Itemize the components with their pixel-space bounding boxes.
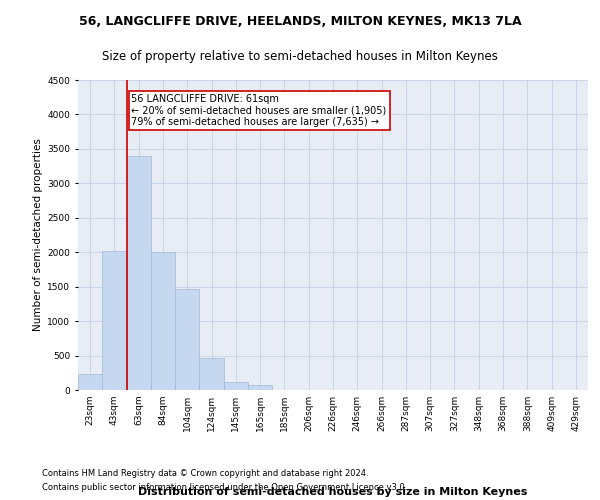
Bar (102, 251, 127, 390)
Bar (224, 382, 248, 390)
Y-axis label: Number of semi-detached properties: Number of semi-detached properties (33, 138, 43, 332)
Bar (175, 290, 199, 390)
Bar (199, 358, 224, 390)
Bar (127, 156, 151, 390)
Bar (248, 385, 272, 390)
Text: 56, LANGCLIFFE DRIVE, HEELANDS, MILTON KEYNES, MK13 7LA: 56, LANGCLIFFE DRIVE, HEELANDS, MILTON K… (79, 15, 521, 28)
X-axis label: Distribution of semi-detached houses by size in Milton Keynes: Distribution of semi-detached houses by … (139, 487, 527, 497)
Text: Contains HM Land Registry data © Crown copyright and database right 2024.: Contains HM Land Registry data © Crown c… (42, 468, 368, 477)
Bar (151, 252, 175, 390)
Bar (78, 374, 102, 390)
Text: Contains public sector information licensed under the Open Government Licence v3: Contains public sector information licen… (42, 484, 407, 492)
Text: 56 LANGCLIFFE DRIVE: 61sqm
← 20% of semi-detached houses are smaller (1,905)
79%: 56 LANGCLIFFE DRIVE: 61sqm ← 20% of semi… (131, 94, 386, 127)
Text: Size of property relative to semi-detached houses in Milton Keynes: Size of property relative to semi-detach… (102, 50, 498, 63)
